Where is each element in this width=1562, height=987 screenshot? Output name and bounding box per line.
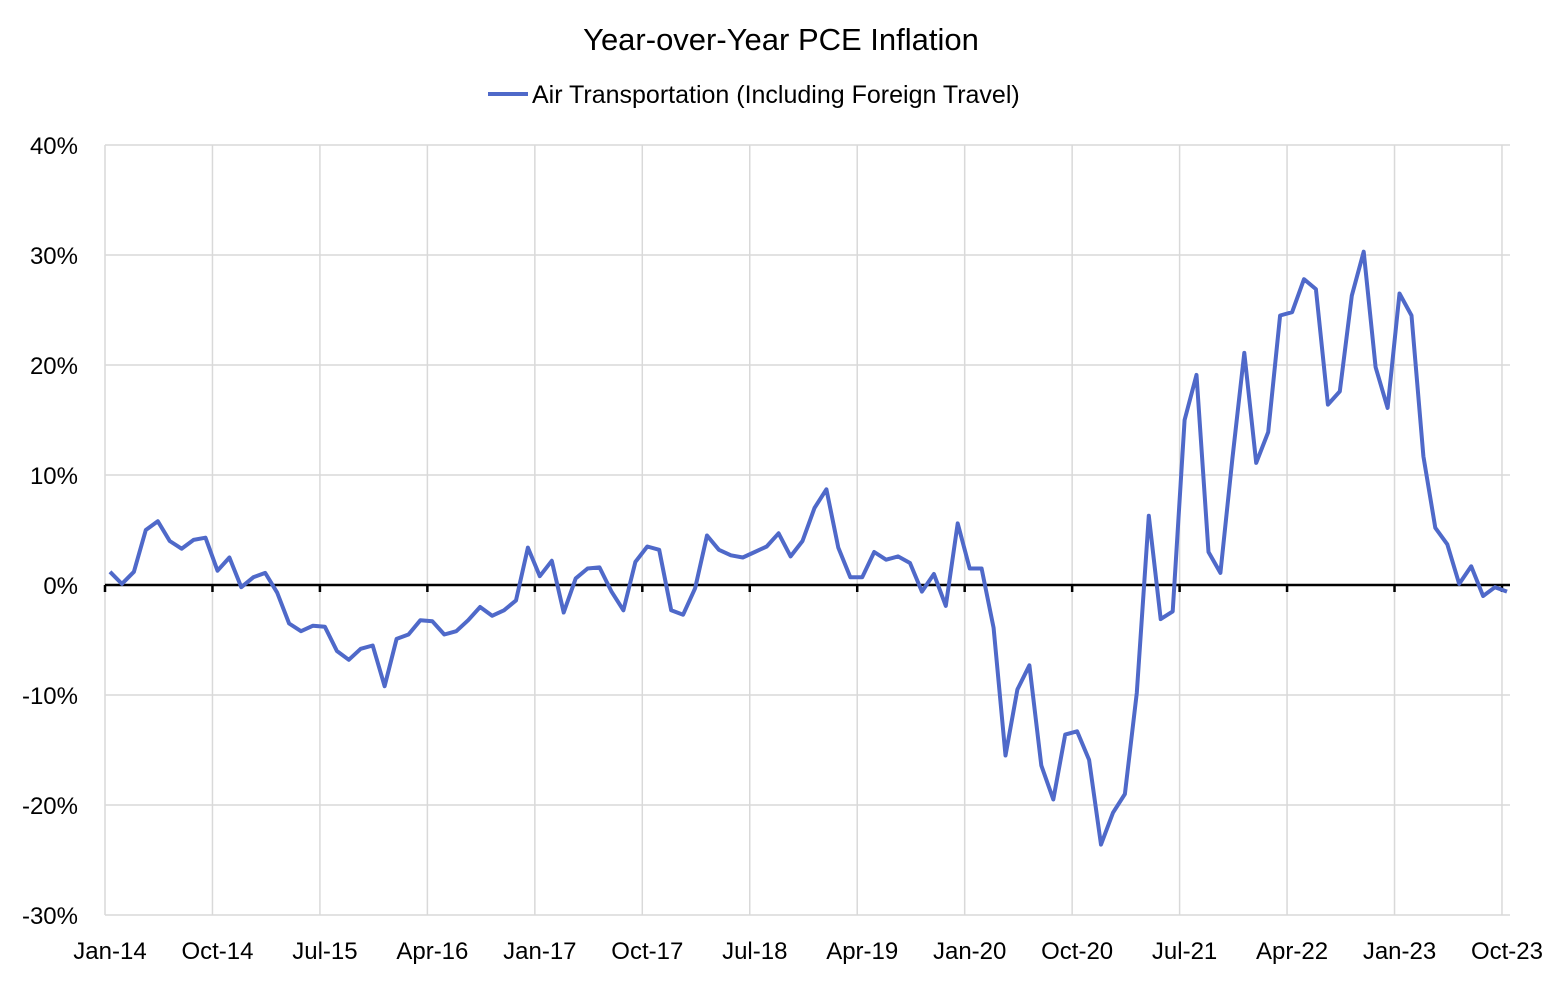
x-tick-label: Apr-19 bbox=[826, 938, 898, 965]
y-tick-label: 0% bbox=[43, 573, 78, 600]
x-tick-label: Apr-22 bbox=[1256, 938, 1328, 965]
x-tick-label: Jul-15 bbox=[292, 938, 357, 965]
x-tick-label: Oct-14 bbox=[181, 938, 253, 965]
y-tick-label: -20% bbox=[22, 793, 78, 820]
y-axis: -30% -20% -10% 0% 10% 20% 30% 40% bbox=[22, 133, 78, 930]
x-tick-label: Jul-18 bbox=[722, 938, 787, 965]
chart-title: Year-over-Year PCE Inflation bbox=[583, 22, 979, 57]
y-tick-label: -30% bbox=[22, 903, 78, 930]
legend-label: Air Transportation (Including Foreign Tr… bbox=[532, 81, 1020, 109]
x-tick-label: Apr-16 bbox=[396, 938, 468, 965]
y-tick-label: -10% bbox=[22, 683, 78, 710]
x-tick-label: Oct-23 bbox=[1471, 938, 1543, 965]
y-tick-label: 10% bbox=[30, 463, 78, 490]
y-tick-label: 40% bbox=[30, 133, 78, 160]
x-axis: Jan-14 Oct-14 Jul-15 Apr-16 Jan-17 Oct-17 Jul-… bbox=[73, 585, 1543, 965]
x-tick-label: Jan-17 bbox=[503, 938, 576, 965]
y-tick-label: 30% bbox=[30, 243, 78, 270]
x-tick-label: Oct-17 bbox=[611, 938, 683, 965]
x-tick-label: Jan-14 bbox=[73, 938, 146, 965]
x-tick-label: Jul-21 bbox=[1152, 938, 1217, 965]
x-tick-label: Jan-20 bbox=[933, 938, 1006, 965]
x-tick-label: Jan-23 bbox=[1363, 938, 1436, 965]
x-tick-label: Oct-20 bbox=[1041, 938, 1113, 965]
y-tick-label: 20% bbox=[30, 353, 78, 380]
legend: Air Transportation (Including Foreign Tr… bbox=[488, 81, 1020, 109]
